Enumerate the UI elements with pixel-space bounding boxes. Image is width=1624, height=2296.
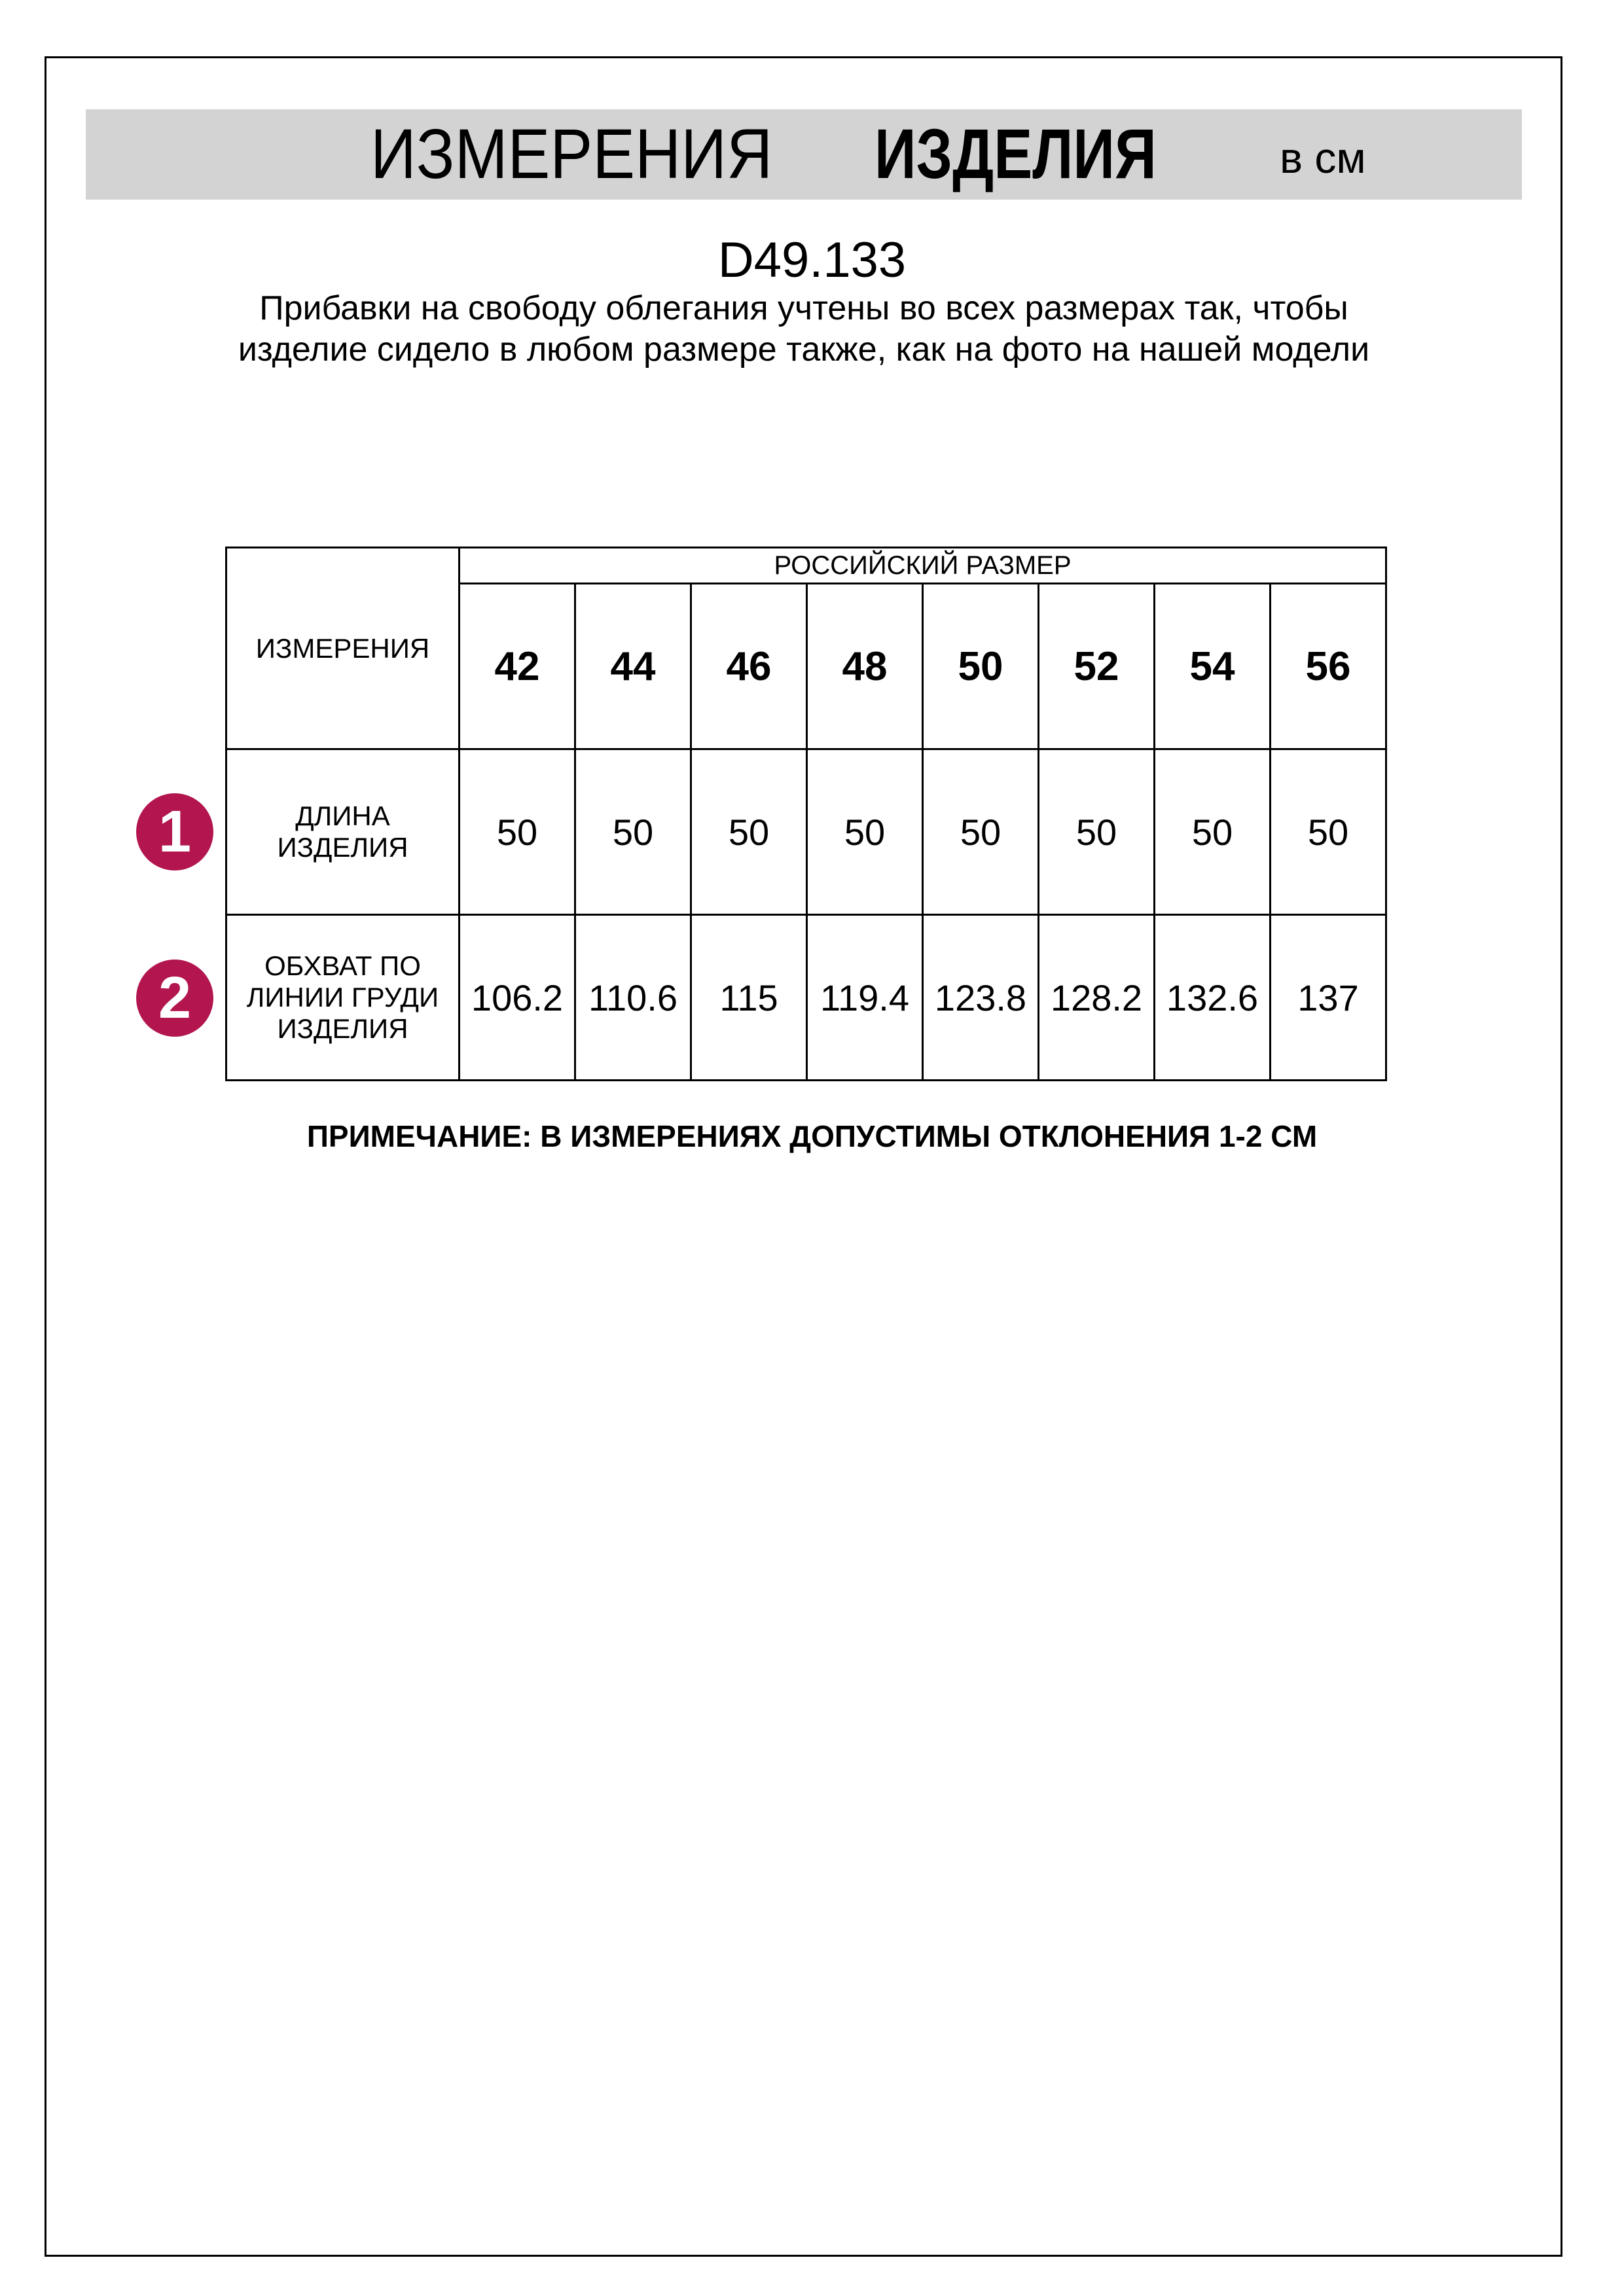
title-unit: в см bbox=[1280, 134, 1366, 182]
size-header: 46 bbox=[690, 583, 808, 750]
product-code: D49.133 bbox=[717, 232, 907, 288]
corner-label: ИЗМЕРЕНИЯ bbox=[225, 547, 460, 750]
cell-value: 106.2 bbox=[458, 914, 576, 1081]
row-label: ДЛИНА ИЗДЕЛИЯ bbox=[225, 748, 460, 916]
measurements-table: ИЗМЕРЕНИЯ РОССИЙСКИЙ РАЗМЕР 42 44 46 48 … bbox=[225, 547, 1387, 1081]
cell-value: 123.8 bbox=[922, 914, 1039, 1081]
cell-value: 50 bbox=[574, 748, 692, 916]
row-number-badge: 1 bbox=[136, 793, 213, 870]
note: ПРИМЕЧАНИЕ: В ИЗМЕРЕНИЯХ ДОПУСТИМЫ ОТКЛО… bbox=[306, 1119, 1318, 1153]
table-row: ОБХВАТ ПО ЛИНИИ ГРУДИ ИЗДЕЛИЯ 106.2 110.… bbox=[225, 914, 1387, 1081]
table-row: ДЛИНА ИЗДЕЛИЯ 50 50 50 50 50 50 50 50 bbox=[225, 748, 1387, 916]
size-header: 50 bbox=[922, 583, 1039, 750]
title-regular: ИЗМЕРЕНИЯ bbox=[370, 114, 773, 193]
title-band bbox=[86, 109, 1522, 200]
size-header: 52 bbox=[1038, 583, 1155, 750]
cell-value: 110.6 bbox=[574, 914, 692, 1081]
size-header: 56 bbox=[1269, 583, 1387, 750]
cell-value: 50 bbox=[1269, 748, 1387, 916]
cell-value: 115 bbox=[690, 914, 808, 1081]
size-header: 42 bbox=[458, 583, 576, 750]
title-bold: ИЗДЕЛИЯ bbox=[875, 114, 1157, 193]
page-frame bbox=[45, 56, 1562, 2257]
cell-value: 137 bbox=[1269, 914, 1387, 1081]
cell-value: 50 bbox=[922, 748, 1039, 916]
cell-value: 128.2 bbox=[1038, 914, 1155, 1081]
cell-value: 132.6 bbox=[1153, 914, 1271, 1081]
description: Прибавки на свободу облегания учтены во … bbox=[238, 289, 1370, 368]
cell-value: 50 bbox=[458, 748, 576, 916]
group-header: РОССИЙСКИЙ РАЗМЕР bbox=[458, 547, 1387, 584]
size-header: 54 bbox=[1153, 583, 1271, 750]
cell-value: 50 bbox=[1153, 748, 1271, 916]
cell-value: 50 bbox=[690, 748, 808, 916]
size-header: 44 bbox=[574, 583, 692, 750]
cell-value: 119.4 bbox=[806, 914, 924, 1081]
cell-value: 50 bbox=[1038, 748, 1155, 916]
cell-value: 50 bbox=[806, 748, 924, 916]
size-header: 48 bbox=[806, 583, 924, 750]
row-label: ОБХВАТ ПО ЛИНИИ ГРУДИ ИЗДЕЛИЯ bbox=[225, 914, 460, 1081]
row-number-badge: 2 bbox=[136, 960, 213, 1037]
